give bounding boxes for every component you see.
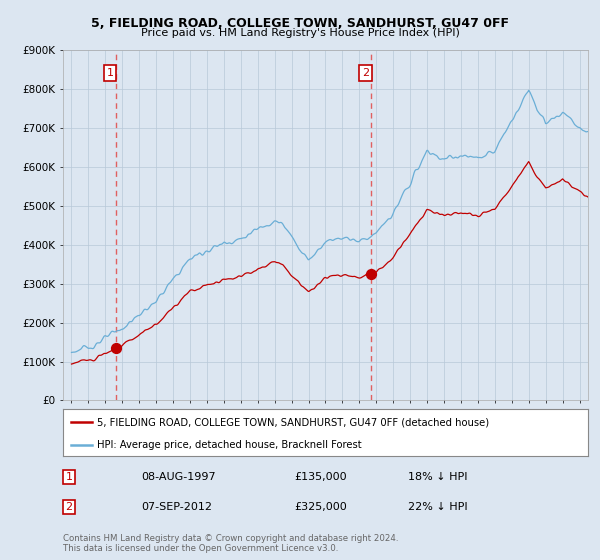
Text: 22% ↓ HPI: 22% ↓ HPI bbox=[408, 502, 467, 512]
Text: 1: 1 bbox=[106, 68, 113, 78]
Point bbox=[367, 269, 376, 278]
Text: 2: 2 bbox=[65, 502, 73, 512]
Text: 5, FIELDING ROAD, COLLEGE TOWN, SANDHURST, GU47 0FF (detached house): 5, FIELDING ROAD, COLLEGE TOWN, SANDHURS… bbox=[97, 417, 489, 427]
Text: 18% ↓ HPI: 18% ↓ HPI bbox=[408, 472, 467, 482]
Text: 08-AUG-1997: 08-AUG-1997 bbox=[141, 472, 215, 482]
Text: £325,000: £325,000 bbox=[294, 502, 347, 512]
Point bbox=[111, 343, 121, 352]
Text: Contains HM Land Registry data © Crown copyright and database right 2024.
This d: Contains HM Land Registry data © Crown c… bbox=[63, 534, 398, 553]
Text: £135,000: £135,000 bbox=[294, 472, 347, 482]
Text: 2: 2 bbox=[362, 68, 369, 78]
Text: 07-SEP-2012: 07-SEP-2012 bbox=[141, 502, 212, 512]
Text: 1: 1 bbox=[65, 472, 73, 482]
Text: 5, FIELDING ROAD, COLLEGE TOWN, SANDHURST, GU47 0FF: 5, FIELDING ROAD, COLLEGE TOWN, SANDHURS… bbox=[91, 17, 509, 30]
Text: HPI: Average price, detached house, Bracknell Forest: HPI: Average price, detached house, Brac… bbox=[97, 440, 362, 450]
Text: Price paid vs. HM Land Registry's House Price Index (HPI): Price paid vs. HM Land Registry's House … bbox=[140, 28, 460, 38]
